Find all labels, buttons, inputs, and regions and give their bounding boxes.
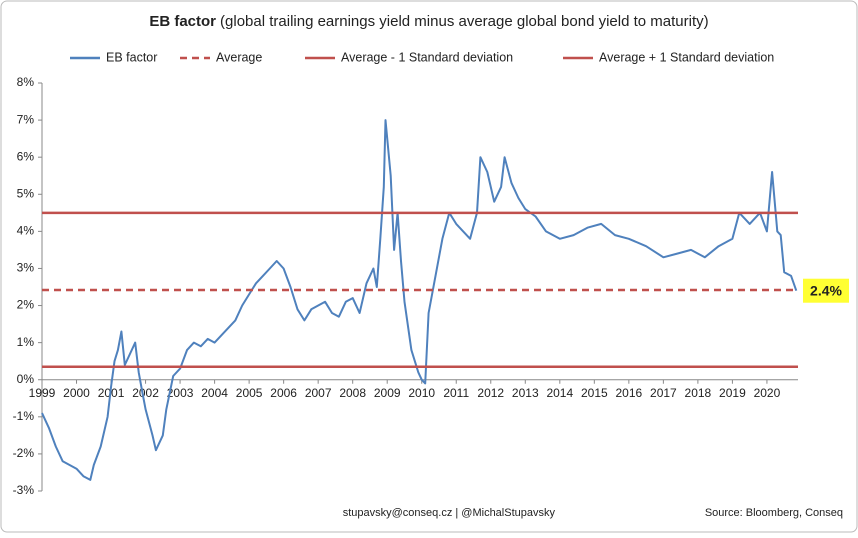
x-tick-label: 2017 xyxy=(650,386,677,400)
legend-label: EB factor xyxy=(106,50,157,64)
x-tick-label: 2016 xyxy=(615,386,642,400)
x-tick-label: 2002 xyxy=(132,386,159,400)
x-tick-label: 2009 xyxy=(374,386,401,400)
x-tick-label: 2007 xyxy=(305,386,332,400)
chart-title-group: EB factor (global trailing earnings yield… xyxy=(149,13,708,30)
x-tick-label: 2018 xyxy=(685,386,712,400)
x-tick-label: 2019 xyxy=(719,386,746,400)
x-tick-label: 2014 xyxy=(546,386,573,400)
chart-subtitle: (global trailing earnings yield minus av… xyxy=(220,13,709,30)
legend-label: Average + 1 Standard deviation xyxy=(599,50,774,64)
source: Source: Bloomberg, Conseq xyxy=(705,507,843,519)
y-tick-label: 0% xyxy=(17,372,35,386)
annotation-box xyxy=(803,278,849,303)
y-tick-label: 2% xyxy=(17,298,35,312)
y-tick-label: 7% xyxy=(17,112,35,126)
y-tick-label: -2% xyxy=(13,446,35,460)
legend-label: Average xyxy=(216,50,262,64)
y-tick-label: 8% xyxy=(17,75,35,89)
x-tick-label: 2020 xyxy=(754,386,781,400)
y-tick-label: 1% xyxy=(17,335,35,349)
y-tick-label: 6% xyxy=(17,149,35,163)
x-tick-label: 2011 xyxy=(443,386,469,400)
y-tick-label: -3% xyxy=(13,483,35,497)
x-tick-label: 2006 xyxy=(270,386,297,400)
x-tick-label: 2010 xyxy=(408,386,435,400)
y-tick-label: 3% xyxy=(17,261,35,275)
chart-title: EB factor xyxy=(149,13,216,30)
x-tick-label: 1999 xyxy=(29,386,56,400)
legend-label: Average - 1 Standard deviation xyxy=(341,50,513,64)
x-tick-label: 2003 xyxy=(167,386,194,400)
line-series xyxy=(41,119,798,481)
y-tick-label: 5% xyxy=(17,186,35,200)
x-tick-label: 2012 xyxy=(477,386,504,400)
y-tick-label: 4% xyxy=(17,224,35,238)
x-tick-label: 2004 xyxy=(201,386,228,400)
x-tick-label: 2008 xyxy=(339,386,366,400)
x-tick-label: 2013 xyxy=(512,386,539,400)
x-tick-label: 2000 xyxy=(63,386,90,400)
x-tick-label: 2005 xyxy=(236,386,263,400)
annotation-label: 2.4% xyxy=(810,282,842,298)
footer: stupavsky@conseq.cz | @MichalStupavsky xyxy=(343,507,556,519)
x-tick-label: 2015 xyxy=(581,386,608,400)
y-tick-label: -1% xyxy=(13,409,35,423)
